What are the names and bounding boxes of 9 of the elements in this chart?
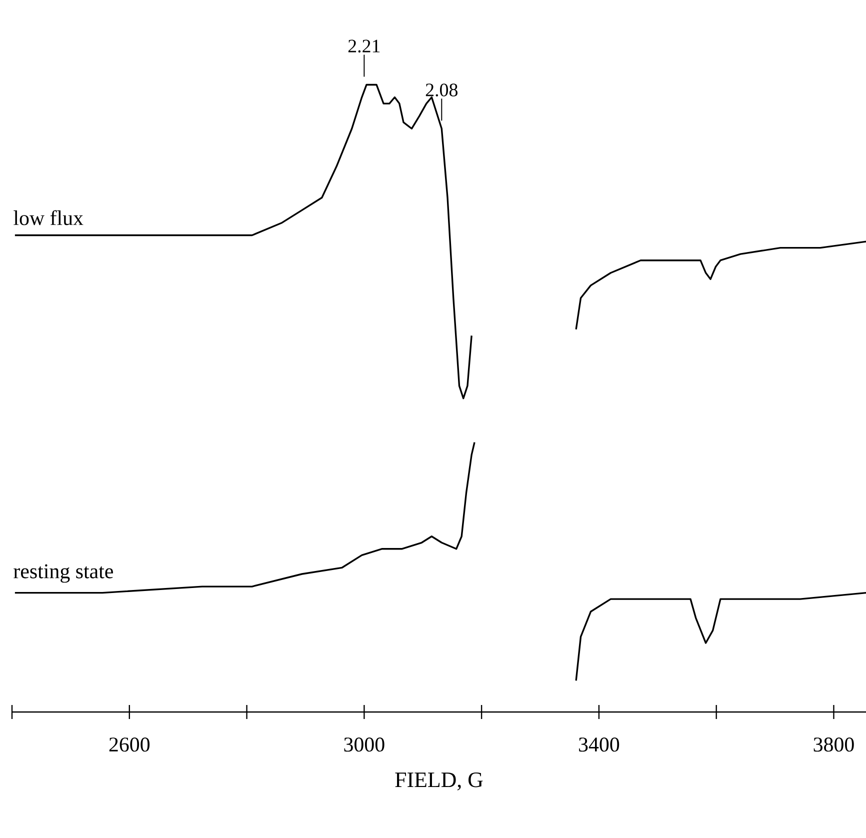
x-tick-label: 3000 — [344, 738, 384, 752]
annotation: 2.08 — [426, 84, 458, 96]
series-label: low flux — [14, 210, 84, 226]
annotation: 2.21 — [348, 40, 380, 53]
x-tick-label: 3400 — [579, 738, 620, 752]
x-axis-title: FIELD, G — [395, 772, 483, 790]
x-tick-label: 3800 — [814, 738, 854, 752]
x-tick-label: 2600 — [109, 738, 150, 752]
series-label: resting state — [14, 564, 113, 583]
